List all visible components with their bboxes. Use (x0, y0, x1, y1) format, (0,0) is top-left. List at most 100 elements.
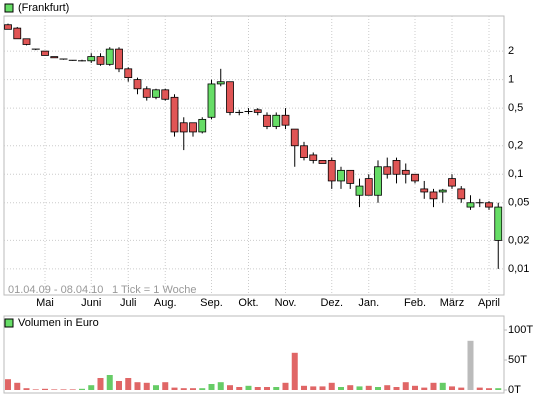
volume-bar (153, 385, 159, 390)
volume-bar (375, 387, 381, 390)
volume-bar (430, 382, 437, 390)
candle-body (309, 154, 318, 161)
candle-body (142, 88, 151, 98)
volume-bar (14, 382, 21, 390)
volume-bar (180, 388, 187, 390)
y-tick-label: 0T (508, 384, 521, 396)
volume-bar (328, 382, 335, 390)
y-tick-label: 0,5 (508, 102, 523, 114)
x-tick-label: Nov. (275, 297, 297, 309)
candle-body (198, 118, 207, 133)
volume-bar (310, 386, 317, 390)
y-tick-label: 0,01 (508, 263, 529, 275)
y-tick-label: 0,02 (508, 234, 529, 246)
candle-body (457, 188, 466, 200)
volume-frame (3, 315, 505, 394)
candle-body (485, 202, 493, 208)
volume-bar (467, 340, 474, 390)
volume-bar (495, 388, 502, 390)
candle-body (290, 128, 299, 147)
candle-body (161, 89, 170, 100)
candle-body (152, 89, 160, 98)
x-tick-label: April (478, 297, 500, 309)
candle-body (96, 56, 105, 65)
volume-bar (199, 388, 206, 390)
candle-body (179, 122, 188, 133)
volume-bar (476, 387, 483, 390)
candle-body (4, 24, 12, 30)
volume-bar (486, 388, 492, 390)
volume-bar (88, 385, 95, 390)
candle-body (281, 114, 290, 126)
date-range: 01.04.09 - 08.04.10 (8, 284, 103, 296)
y-tick-label: 2 (508, 45, 514, 57)
candle-body (392, 160, 401, 175)
y-tick-label: 100T (508, 324, 533, 336)
volume-bar (227, 385, 233, 390)
candle-body (189, 122, 197, 133)
candle-body (327, 160, 336, 182)
volume-bar (384, 385, 391, 390)
volume-bar (402, 382, 409, 390)
x-tick-label: Juli (120, 297, 137, 309)
candle-body (466, 202, 475, 208)
volume-bar (171, 387, 178, 390)
candle-body (411, 173, 419, 182)
candle-body (41, 50, 49, 56)
candle-body (133, 79, 142, 90)
candle-body (401, 169, 410, 175)
volume-bar (347, 385, 354, 390)
volume-bar (69, 389, 76, 390)
candle-body (300, 145, 308, 158)
price-frame (3, 15, 505, 296)
candle-body (318, 160, 327, 164)
volume-bar (79, 388, 85, 390)
candle-body (253, 109, 262, 113)
volume-bar (162, 382, 169, 390)
candle-body (448, 178, 456, 187)
volume-bar (236, 387, 243, 390)
volume-bar (23, 388, 30, 390)
candle-body (272, 114, 281, 127)
volume-bar (412, 385, 418, 390)
volume-bar (106, 375, 113, 390)
x-tick-label: Aug. (154, 297, 177, 309)
candle-body (87, 56, 96, 62)
y-tick-label: 50T (508, 354, 527, 366)
candle-body (364, 178, 373, 196)
volume-bar (97, 378, 104, 390)
x-tick-label: Okt. (238, 297, 258, 309)
volume-bar (393, 387, 400, 390)
candle-body (263, 114, 271, 127)
volume-bar (51, 389, 58, 390)
volume-bar (42, 388, 48, 390)
y-tick-label: 0,05 (508, 197, 529, 209)
candle-body (337, 169, 345, 182)
volume-bar (319, 386, 326, 390)
candle-body (420, 188, 429, 193)
candle-body (50, 56, 59, 59)
y-tick-label: 1 (508, 74, 514, 86)
y-tick-label: 0,2 (508, 140, 523, 152)
candle-body (170, 96, 179, 133)
volume-bar (282, 382, 289, 390)
volume-bar (421, 387, 428, 390)
candle-body (226, 81, 234, 113)
candle-body (105, 48, 114, 65)
volume-bar (254, 387, 261, 390)
candle-body (13, 27, 22, 40)
legend-label: Volumen in Euro (18, 317, 99, 329)
volume-bar (338, 387, 344, 390)
volume-bar (125, 378, 132, 390)
volume-bar (134, 382, 141, 390)
candle-body (124, 68, 133, 79)
candle-body (355, 185, 364, 196)
volume-bar (264, 387, 270, 390)
candle-body (346, 169, 355, 184)
legend-label: (Frankfurt) (18, 2, 69, 14)
x-tick-label: Juni (81, 297, 101, 309)
volume-bar (301, 385, 307, 390)
volume-bar (208, 384, 215, 390)
volume-bar (449, 386, 455, 390)
